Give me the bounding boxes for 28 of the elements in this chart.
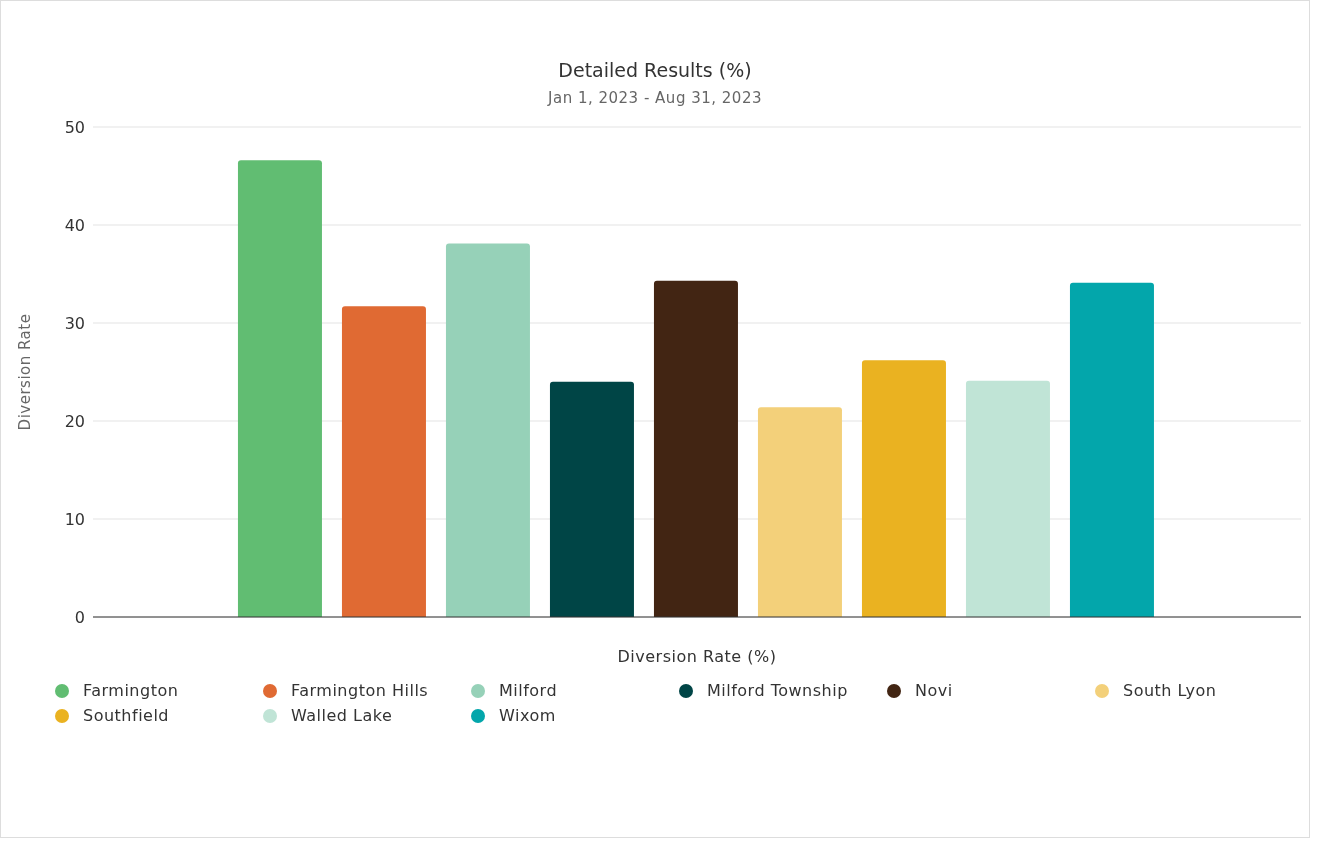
x-axis-title: Diversion Rate (%) [617,647,777,666]
bar [549,381,634,617]
bar [653,280,738,617]
legend-label: Wixom [499,706,556,725]
legend-label: Farmington [83,681,179,700]
chart-title: Detailed Results (%) [557,58,753,81]
legend-label: Novi [915,681,953,700]
y-tick-label: 0 [74,607,85,627]
legend-label: Southfield [83,706,170,725]
bar [965,380,1050,617]
bar [445,243,530,617]
chart-subtitle: Jan 1, 2023 - Aug 31, 2023 [546,89,763,107]
y-tick-label: 30 [64,313,85,333]
y-axis-title: Diversion Rate [16,313,35,431]
bar [237,160,322,617]
legend-label: Farmington Hills [291,681,429,700]
legend-label: Milford [499,681,558,700]
y-tick-label: 40 [64,215,85,235]
y-tick-label: 50 [64,117,85,137]
y-tick-label: 20 [64,411,85,431]
y-tick-label: 10 [64,509,85,529]
legend-label: South Lyon [1123,681,1217,700]
bar [757,407,842,617]
bar [1069,282,1154,617]
bar [861,360,946,617]
legend-label: Milford Township [707,681,848,700]
legend-label: Walled Lake [291,706,393,725]
bar [341,306,426,617]
